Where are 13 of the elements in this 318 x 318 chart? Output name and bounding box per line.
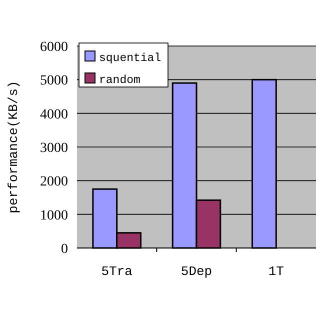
y-tick-label: 5000 bbox=[40, 74, 68, 89]
x-tick-label: 5Dep bbox=[180, 264, 212, 279]
y-axis-title: performance(KB/s) bbox=[6, 80, 21, 214]
y-tick-label: 0 bbox=[61, 242, 68, 257]
y-tick-label: 3000 bbox=[40, 141, 68, 156]
legend-label: random bbox=[99, 74, 141, 87]
y-tick-label: 6000 bbox=[40, 40, 68, 55]
legend-label: squential bbox=[99, 52, 162, 65]
y-tick-label: 1000 bbox=[40, 208, 68, 224]
y-tick-label: 2000 bbox=[40, 174, 68, 190]
x-tick-label: 5Tra bbox=[101, 264, 133, 279]
y-tick-label: 4000 bbox=[40, 107, 68, 122]
x-tick-label: 1T bbox=[268, 264, 284, 279]
